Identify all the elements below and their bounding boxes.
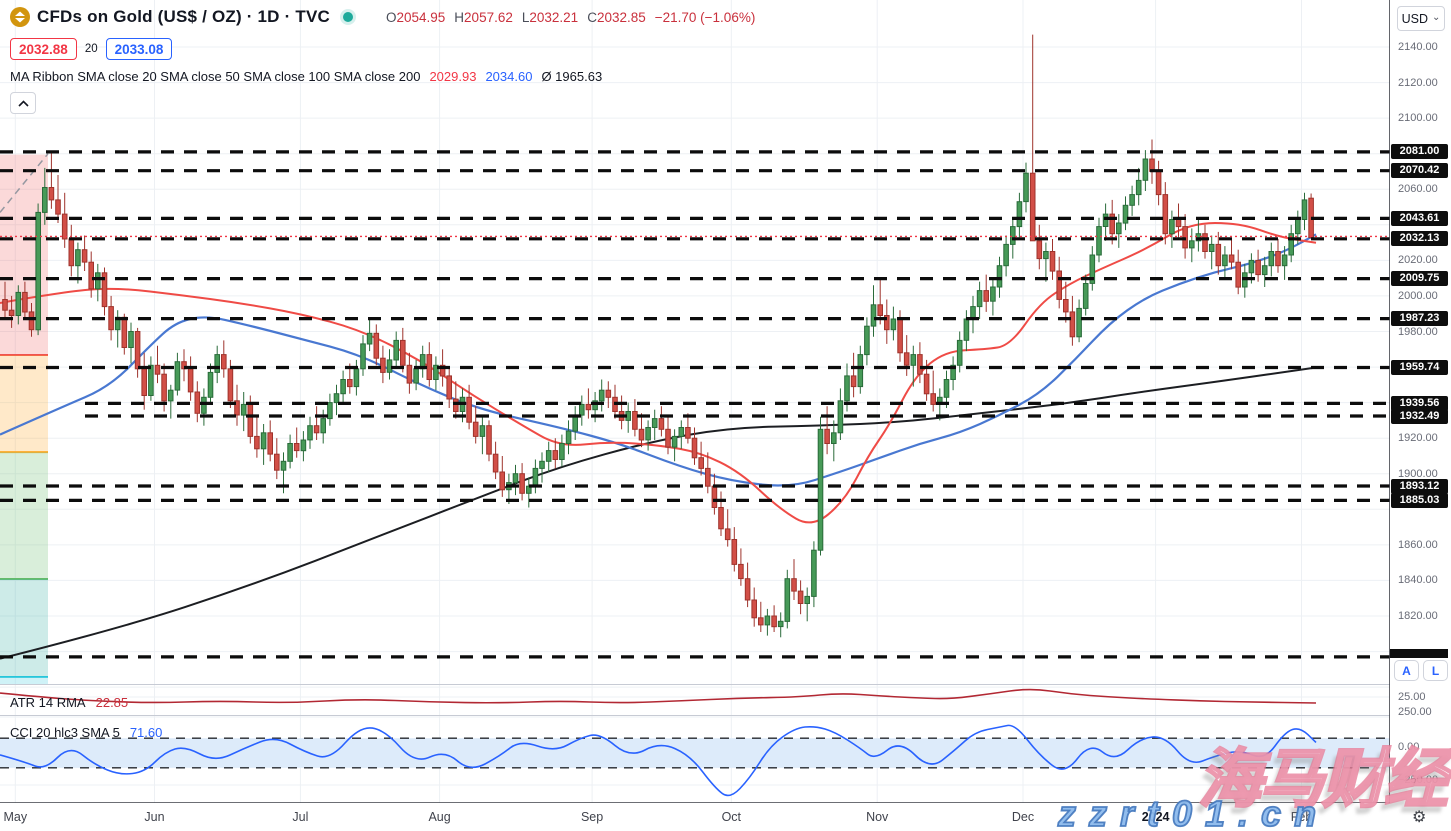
price-tick-label: 1820.00 — [1398, 610, 1438, 622]
time-axis-month-label: Jul — [292, 810, 309, 824]
price-tick-label: 1920.00 — [1398, 432, 1438, 445]
price-level-label: 1932.49 — [1391, 408, 1448, 424]
auto-scale-button[interactable]: A — [1394, 660, 1419, 681]
legend-collapse-button[interactable] — [10, 92, 36, 114]
price-tick-label: 1840.00 — [1398, 574, 1438, 587]
ohlc-readout: O2054.95 H2057.62 L2032.21 C2032.85 −21.… — [386, 10, 755, 25]
currency-selector[interactable]: USD ⌄ — [1397, 6, 1445, 31]
currency-label: USD — [1401, 11, 1428, 26]
cci-label: CCI 20 hlc3 SMA 5 — [10, 725, 120, 740]
atr-value: 22.85 — [95, 695, 129, 710]
price-level-label: 2070.42 — [1391, 163, 1448, 179]
chevron-down-icon: ⌄ — [1432, 12, 1441, 23]
price-level-label: 2009.75 — [1391, 271, 1448, 287]
spread-value: 20 — [84, 43, 98, 55]
time-axis-month-label: Nov — [866, 810, 889, 824]
indicator-tick-label: −250.00 — [1398, 774, 1439, 786]
high-value: 2057.62 — [464, 9, 513, 25]
time-axis-month-label: Oct — [721, 810, 742, 824]
price-level-label: 1893.12 — [1391, 478, 1448, 494]
symbol-legend: CFDs on Gold (US$ / OZ) · 1D · TVC O2054… — [10, 4, 755, 114]
close-value: 2032.85 — [596, 9, 646, 25]
close-label: C — [587, 9, 597, 25]
buy-button[interactable]: 2033.08 — [105, 38, 173, 60]
price-level-label: 2032.13 — [1391, 231, 1448, 247]
time-axis-month-label: 2024 — [1141, 810, 1170, 824]
log-scale-button[interactable]: L — [1423, 660, 1448, 681]
price-level-label: 1987.23 — [1391, 311, 1448, 327]
cci-legend[interactable]: CCI 20 hlc3 SMA 5 71.60 — [10, 725, 162, 740]
price-tick-label: 1860.00 — [1398, 538, 1438, 551]
price-level-label: 1939.56 — [1391, 395, 1448, 411]
ma-average-value: Ø 1965.63 — [541, 69, 603, 84]
price-level-label: 2081.00 — [1391, 144, 1448, 160]
price-tick-label: 2100.00 — [1398, 112, 1438, 125]
atr-label: ATR 14 RMA — [10, 695, 86, 710]
price-level-label: 2043.61 — [1391, 210, 1448, 226]
price-level-label: 1959.74 — [1391, 360, 1448, 375]
time-axis-month-label: May — [3, 810, 28, 824]
time-axis-month-label: Sep — [580, 810, 604, 824]
indicator-tick-label: 0.00 — [1398, 741, 1420, 753]
time-axis-month-label: Jun — [144, 810, 165, 824]
price-tick-label: 2140.00 — [1398, 41, 1438, 53]
low-value: 2032.21 — [529, 9, 579, 25]
ma-ribbon-label: MA Ribbon SMA close 20 SMA close 50 SMA … — [10, 69, 421, 84]
clipped-price-label — [1390, 649, 1448, 658]
indicator-tick-label: 250.00 — [1398, 706, 1432, 718]
ma-fast-value: 2029.93 — [429, 69, 477, 84]
change-value: −21.70 (−1.06%) — [654, 9, 756, 25]
low-label: L — [521, 9, 530, 25]
market-status-icon[interactable] — [342, 12, 353, 22]
price-tick-label: 2060.00 — [1398, 183, 1438, 196]
ma-ribbon-legend[interactable]: MA Ribbon SMA close 20 SMA close 50 SMA … — [10, 69, 755, 84]
time-axis-month-label: Feb — [1290, 810, 1313, 824]
ma-slow-value: 2034.60 — [485, 69, 533, 84]
time-axis-month-label: Aug — [428, 810, 451, 824]
open-label: O — [385, 9, 397, 25]
indicator-tick-label: 25.00 — [1398, 691, 1426, 703]
chevron-up-icon — [17, 99, 29, 107]
price-level-label: 1885.03 — [1391, 492, 1448, 508]
price-tick-label: 2120.00 — [1398, 76, 1438, 89]
cci-value: 71.60 — [129, 725, 163, 740]
price-tick-label: 1900.00 — [1398, 467, 1438, 480]
time-axis-month-label: Dec — [1011, 810, 1035, 824]
sell-button[interactable]: 2032.88 — [10, 38, 77, 60]
price-tick-label: 2000.00 — [1398, 289, 1438, 302]
open-value: 2054.95 — [396, 9, 446, 25]
gold-symbol-icon — [10, 7, 30, 27]
time-axis-settings-gear-icon[interactable]: ⚙ — [1412, 809, 1427, 826]
price-tick-label: 1980.00 — [1398, 325, 1438, 338]
symbol-title[interactable]: CFDs on Gold (US$ / OZ) · 1D · TVC — [37, 7, 330, 26]
price-tick-label: 2020.00 — [1398, 254, 1438, 267]
high-label: H — [454, 9, 465, 25]
time-axis[interactable]: May Jun Jul Aug Sep Oct Nov Dec 2024 Feb ⚙ — [0, 803, 1451, 831]
price-axis[interactable]: USD ⌄ 2140.00 2120.00 2100.00 2060.00 2020.0… — [1390, 0, 1451, 803]
atr-legend[interactable]: ATR 14 RMA 22.85 — [10, 695, 128, 710]
